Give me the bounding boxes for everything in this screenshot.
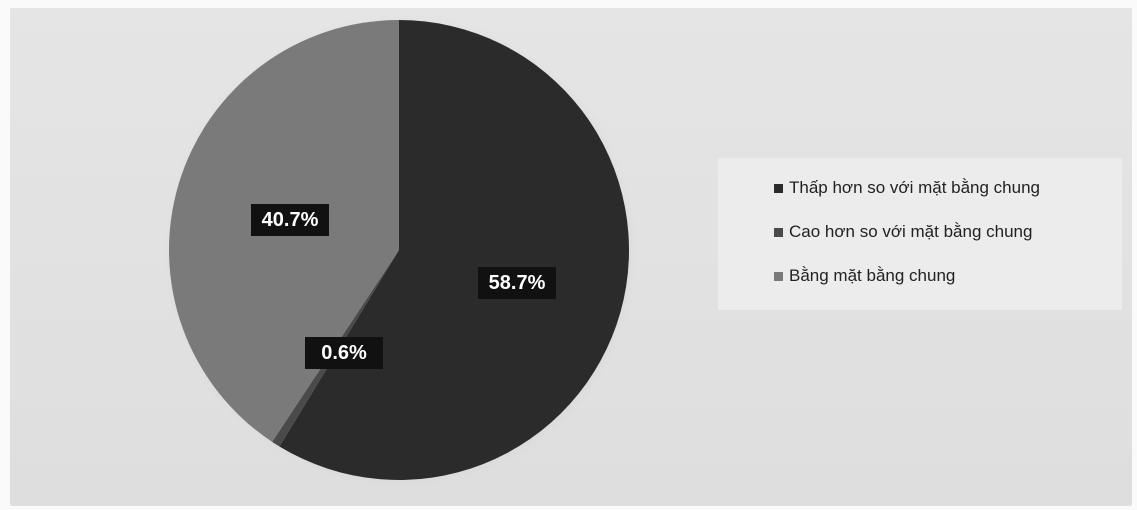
data-label: 40.7% <box>251 204 329 236</box>
data-label-text: 40.7% <box>262 209 319 231</box>
legend-swatch <box>774 271 783 281</box>
pie-chart: 58.7% 0.6% 40.7% <box>161 13 641 493</box>
data-label: 58.7% <box>478 267 556 299</box>
legend-label: Thấp hơn so với mặt bằng chung <box>789 178 1040 197</box>
legend-item-thap-hon: Thấp hơn so với mặt bằng chung <box>774 166 1122 210</box>
data-label: 0.6% <box>305 337 383 369</box>
legend-label: Bằng mặt bằng chung <box>789 266 956 285</box>
legend-label: Cao hơn so với mặt bằng chung <box>789 222 1033 241</box>
legend-item-cao-hon: Cao hơn so với mặt bằng chung <box>774 210 1122 254</box>
legend-swatch <box>774 183 783 193</box>
data-label-text: 0.6% <box>321 342 367 364</box>
chart-legend: Thấp hơn so với mặt bằng chung Cao hơn s… <box>718 158 1122 310</box>
data-label-bg <box>478 267 556 299</box>
data-label-text: 58.7% <box>489 272 546 294</box>
chart-frame: 58.7% 0.6% 40.7% Thấp hơn so với mặt bằng … <box>10 8 1132 506</box>
data-label-bg <box>251 204 329 236</box>
data-label-bg <box>305 337 383 369</box>
legend-swatch <box>774 227 783 237</box>
legend-item-bang: Bằng mặt bằng chung <box>774 254 1122 298</box>
